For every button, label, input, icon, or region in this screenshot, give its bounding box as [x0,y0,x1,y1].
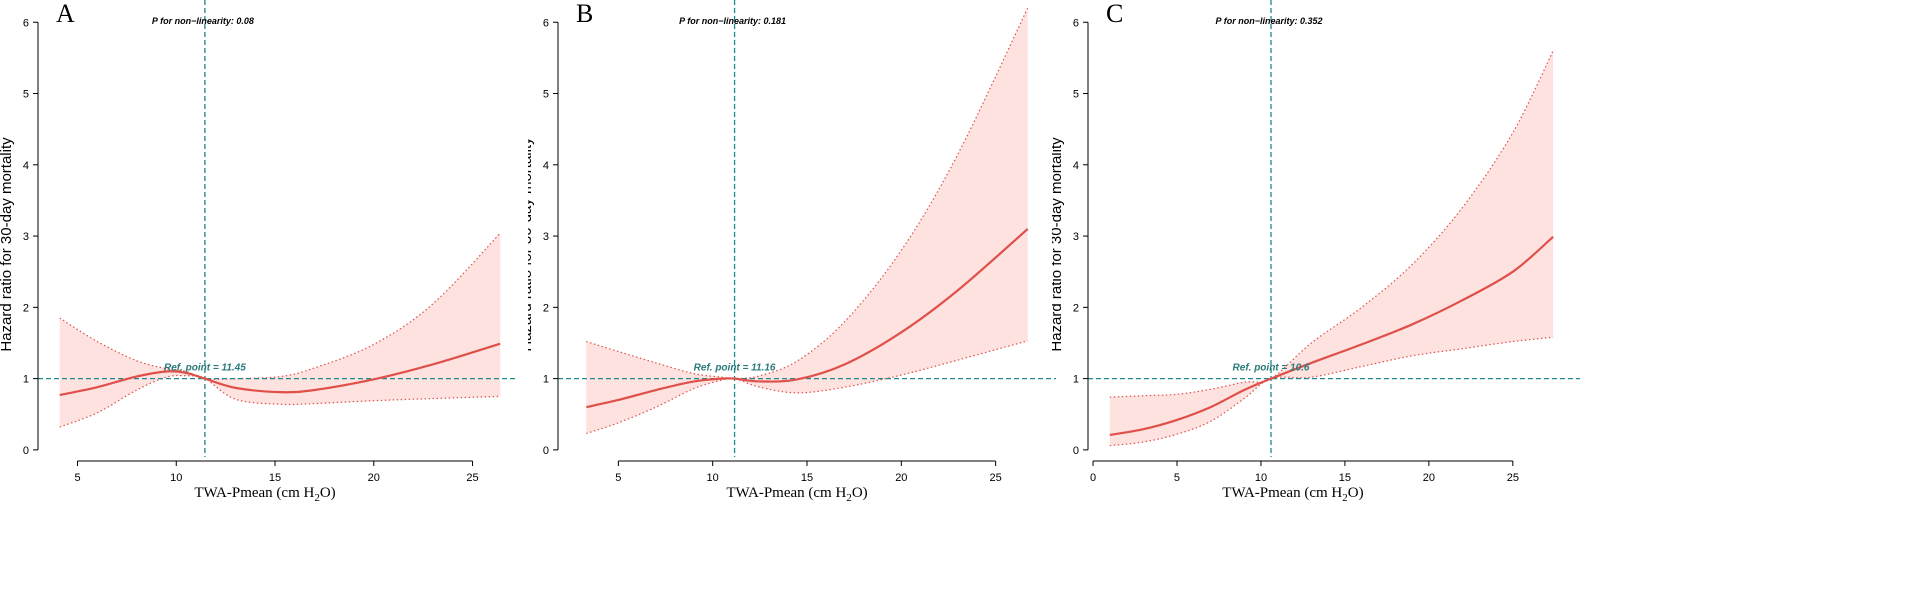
panel-letter: B [576,0,593,28]
chart-svg-a: 0 1 2 3 4 5 6 5 10 15 20 25 Hazard ratio for 30-day … [0,0,516,504]
y-tick-label: 1 [1073,374,1079,386]
y-tick-label: 0 [543,445,549,457]
ci-upper-line [586,7,1029,380]
y-tick-label: 3 [23,231,29,243]
ci-band [586,8,1028,434]
y-tick-label: 6 [543,17,549,29]
y-tick-label: 0 [1073,445,1079,457]
panel-letter: A [56,0,75,28]
x-tick-label: 10 [707,472,719,484]
ci-band [59,233,501,428]
y-tick-label: 3 [1073,231,1079,243]
y-tick-label: 2 [1073,302,1079,314]
x-tick-label: 20 [1423,472,1435,484]
x-tick-label: 25 [990,472,1002,484]
p-nonlinearity-label: P for non−linearity: 0.352 [1216,16,1323,26]
x-axis-label: TWA-Pmean (cm H2O) [1222,485,1363,504]
y-tick-label: 3 [543,231,549,243]
y-tick-label: 4 [543,160,549,172]
ref-point-label: Ref. point = 11.45 [164,363,246,374]
x-tick-label: 20 [368,472,380,484]
x-tick-label: 15 [801,472,813,484]
x-axis-label: TWA-Pmean (cm H2O) [194,485,335,504]
panel-letter: C [1106,0,1123,28]
y-tick-label: 1 [543,374,549,386]
ci-lower-line [1109,336,1554,447]
x-tick-label: 5 [1174,472,1180,484]
y-axis-label: Hazard ratio for 30-day mortality [1052,137,1065,352]
ci-band [1109,50,1554,446]
x-tick-label: 20 [895,472,907,484]
y-tick-label: 6 [1073,17,1079,29]
y-tick-label: 0 [23,445,29,457]
hazard-ratio-line [59,342,501,397]
hazard-ratio-line [586,228,1029,409]
x-tick-label: 15 [1339,472,1351,484]
y-axis-label: Hazard ratio for 30-day mortality [0,137,15,352]
ref-point-label: Ref. point = 10.6 [1233,363,1310,374]
x-tick-label: 10 [170,472,182,484]
y-tick-label: 2 [23,302,29,314]
x-tick-label: 25 [466,472,478,484]
p-nonlinearity-label: P for non−linearity: 0.181 [679,16,786,26]
chart-panel-c: 0 1 2 3 4 5 6 0 5 10 15 20 25 Hazard ratio for 30-day… [1052,0,1582,602]
x-tick-label: 5 [615,472,621,484]
y-tick-label: 5 [543,89,549,101]
ci-upper-line [1109,50,1554,398]
chart-panel-b: 0 1 2 3 4 5 6 5 10 15 20 25 Hazard ratio for 30-day … [528,0,1058,602]
y-tick-label: 5 [1073,89,1079,101]
ref-point-label: Ref. point = 11.16 [694,363,776,374]
y-tick-label: 1 [23,374,29,386]
y-tick-label: 4 [23,160,29,172]
y-axis-label: Hazard ratio for 30-day mortality [528,137,535,352]
y-tick-label: 6 [23,17,29,29]
x-tick-label: 10 [1255,472,1267,484]
chart-panel-a: 0 1 2 3 4 5 6 5 10 15 20 25 Hazard ratio for 30-day … [0,0,635,602]
y-tick-label: 4 [1073,160,1079,172]
ci-lower-line [586,340,1028,435]
x-tick-label: 5 [74,472,80,484]
x-tick-label: 25 [1507,472,1519,484]
x-axis-label: TWA-Pmean (cm H2O) [726,485,867,504]
ci-lower-line [59,374,501,428]
chart-svg-b: 0 1 2 3 4 5 6 5 10 15 20 25 Hazard ratio for 30-day … [528,0,1056,504]
x-tick-label: 15 [269,472,281,484]
x-tick-label: 0 [1090,472,1096,484]
hazard-ratio-line [1109,235,1554,436]
p-nonlinearity-label: P for non−linearity: 0.08 [152,16,254,26]
y-tick-label: 2 [543,302,549,314]
y-tick-label: 5 [23,89,29,101]
chart-svg-c: 0 1 2 3 4 5 6 0 5 10 15 20 25 Hazard ratio for 30-day… [1052,0,1580,504]
